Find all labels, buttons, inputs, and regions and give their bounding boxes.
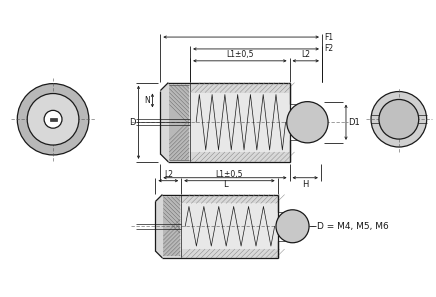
Polygon shape: [169, 85, 189, 160]
Circle shape: [44, 110, 62, 128]
Text: L2: L2: [164, 170, 173, 179]
Text: L1±0,5: L1±0,5: [216, 170, 243, 179]
Polygon shape: [160, 83, 290, 162]
Text: D1: D1: [348, 118, 360, 127]
Text: D: D: [129, 118, 136, 127]
Text: L2: L2: [301, 50, 310, 59]
Bar: [181, 203, 278, 249]
Circle shape: [371, 91, 427, 147]
Text: D = M4, M5, M6: D = M4, M5, M6: [317, 222, 389, 231]
Circle shape: [287, 102, 328, 143]
Polygon shape: [155, 195, 278, 258]
Text: L1±0,5: L1±0,5: [226, 50, 254, 59]
Circle shape: [276, 210, 309, 243]
Text: F1: F1: [324, 33, 333, 42]
Bar: [50, 118, 57, 121]
Text: N: N: [145, 96, 150, 105]
Circle shape: [27, 94, 79, 145]
Bar: [190, 93, 290, 152]
Text: F2: F2: [324, 45, 333, 53]
Polygon shape: [164, 197, 180, 256]
Circle shape: [17, 84, 89, 155]
Circle shape: [379, 99, 419, 139]
Text: H: H: [302, 180, 308, 189]
Text: L: L: [223, 180, 227, 189]
